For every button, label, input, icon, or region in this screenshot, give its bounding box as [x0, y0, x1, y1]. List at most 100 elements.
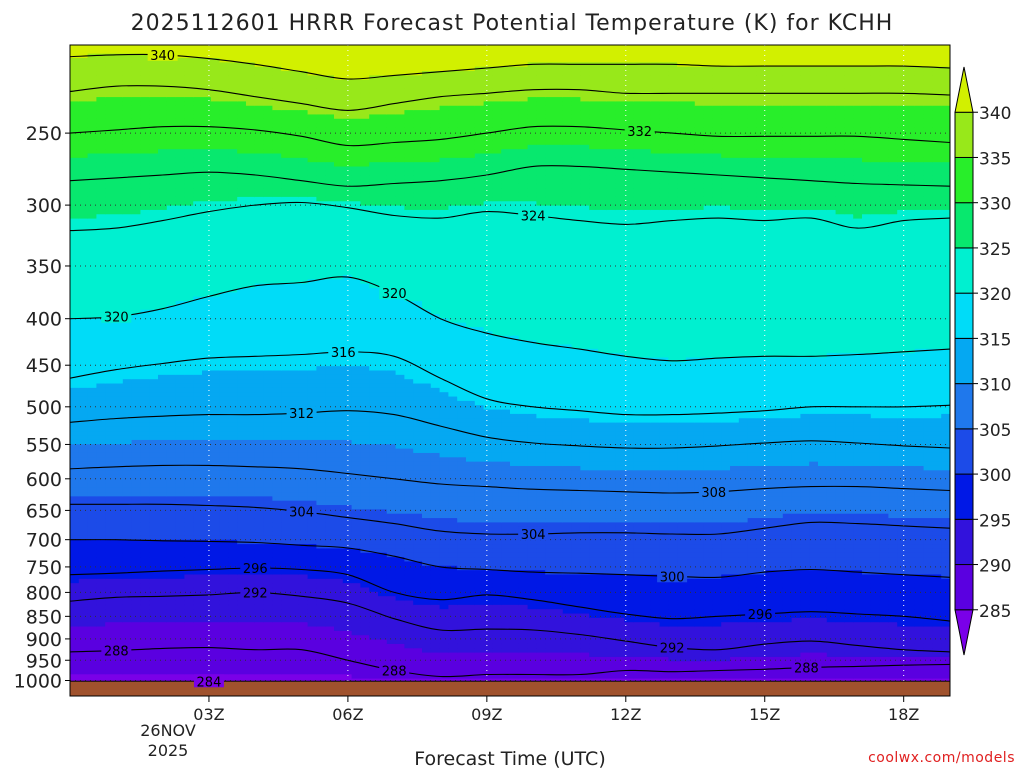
- theta-cell: [166, 613, 177, 619]
- theta-cell: [237, 49, 247, 55]
- theta-cell: [175, 656, 185, 662]
- theta-cell: [175, 587, 185, 593]
- theta-cell: [316, 366, 326, 372]
- theta-cell: [334, 648, 344, 654]
- theta-cell: [87, 58, 97, 63]
- theta-cell: [140, 513, 150, 519]
- theta-cell: [290, 574, 300, 580]
- theta-cell: [87, 435, 97, 441]
- theta-cell: [237, 288, 247, 293]
- theta-cell: [166, 105, 177, 111]
- theta-cell: [281, 157, 291, 163]
- theta-cell: [122, 127, 133, 133]
- theta-cell: [149, 539, 159, 545]
- theta-cell: [210, 596, 221, 602]
- theta-cell: [158, 661, 168, 667]
- theta-cell: [149, 379, 159, 385]
- theta-cell: [105, 205, 115, 211]
- theta-cell: [351, 140, 361, 146]
- theta-cell: [140, 253, 150, 259]
- theta-cell: [70, 496, 80, 502]
- theta-cell: [334, 431, 344, 437]
- theta-cell: [114, 565, 124, 571]
- theta-cell: [70, 101, 80, 107]
- theta-cell: [184, 557, 194, 563]
- theta-cell: [307, 609, 317, 615]
- theta-cell: [105, 557, 115, 563]
- theta-cell: [307, 474, 317, 480]
- theta-cell: [175, 635, 185, 641]
- theta-cell: [254, 531, 265, 537]
- theta-cell: [219, 613, 229, 619]
- theta-cell: [202, 557, 212, 563]
- theta-cell: [78, 101, 89, 107]
- theta-cell: [254, 357, 265, 363]
- theta-cell: [202, 439, 212, 445]
- theta-cell: [351, 487, 361, 493]
- theta-cell: [166, 630, 177, 636]
- theta-cell: [272, 205, 282, 211]
- theta-cell: [96, 405, 106, 411]
- theta-cell: [175, 266, 185, 272]
- theta-cell: [246, 630, 256, 636]
- theta-cell: [184, 565, 194, 571]
- theta-cell: [140, 465, 150, 471]
- theta-cell: [184, 248, 194, 254]
- theta-cell: [149, 318, 159, 324]
- theta-cell: [140, 426, 150, 432]
- theta-cell: [202, 283, 212, 289]
- theta-cell: [316, 58, 326, 63]
- theta-cell: [334, 552, 344, 558]
- theta-cell: [149, 84, 159, 89]
- theta-cell: [272, 613, 282, 619]
- theta-cell: [158, 331, 168, 337]
- theta-cell: [334, 509, 344, 515]
- theta-cell: [184, 465, 194, 471]
- theta-cell: [351, 53, 361, 59]
- theta-cell: [131, 643, 141, 649]
- theta-cell: [184, 201, 194, 207]
- theta-cell: [78, 179, 89, 185]
- theta-cell: [202, 162, 212, 168]
- theta-cell: [272, 596, 282, 602]
- theta-cell: [228, 487, 238, 493]
- theta-cell: [351, 387, 361, 393]
- theta-cell: [210, 209, 221, 215]
- theta-cell: [316, 648, 326, 654]
- theta-cell: [175, 101, 185, 107]
- theta-cell: [70, 535, 80, 541]
- theta-cell: [122, 539, 133, 545]
- theta-cell: [202, 357, 212, 363]
- theta-cell: [158, 192, 168, 198]
- theta-cell: [290, 162, 300, 168]
- theta-cell: [202, 97, 212, 103]
- theta-cell: [149, 405, 159, 411]
- theta-cell: [246, 552, 256, 558]
- theta-cell: [149, 66, 159, 72]
- theta-cell: [149, 214, 159, 220]
- theta-cell: [210, 253, 221, 259]
- theta-cell: [158, 322, 168, 328]
- theta-cell: [202, 144, 212, 150]
- theta-cell: [210, 492, 221, 497]
- theta-cell: [87, 153, 97, 159]
- theta-cell: [149, 140, 159, 146]
- theta-cell: [342, 639, 353, 645]
- theta-cell: [87, 136, 97, 142]
- theta-cell: [281, 305, 291, 311]
- theta-cell: [166, 622, 177, 628]
- theta-cell: [122, 166, 133, 172]
- theta-cell: [140, 366, 150, 372]
- theta-cell: [228, 426, 238, 432]
- theta-cell: [334, 604, 344, 610]
- theta-cell: [360, 170, 370, 176]
- theta-cell: [193, 270, 203, 276]
- theta-cell: [351, 535, 361, 541]
- theta-cell: [210, 166, 221, 172]
- theta-cell: [307, 110, 317, 116]
- theta-cell: [131, 331, 141, 337]
- theta-cell: [193, 92, 203, 98]
- theta-cell: [325, 400, 335, 406]
- theta-cell: [105, 669, 115, 675]
- theta-cell: [175, 570, 185, 576]
